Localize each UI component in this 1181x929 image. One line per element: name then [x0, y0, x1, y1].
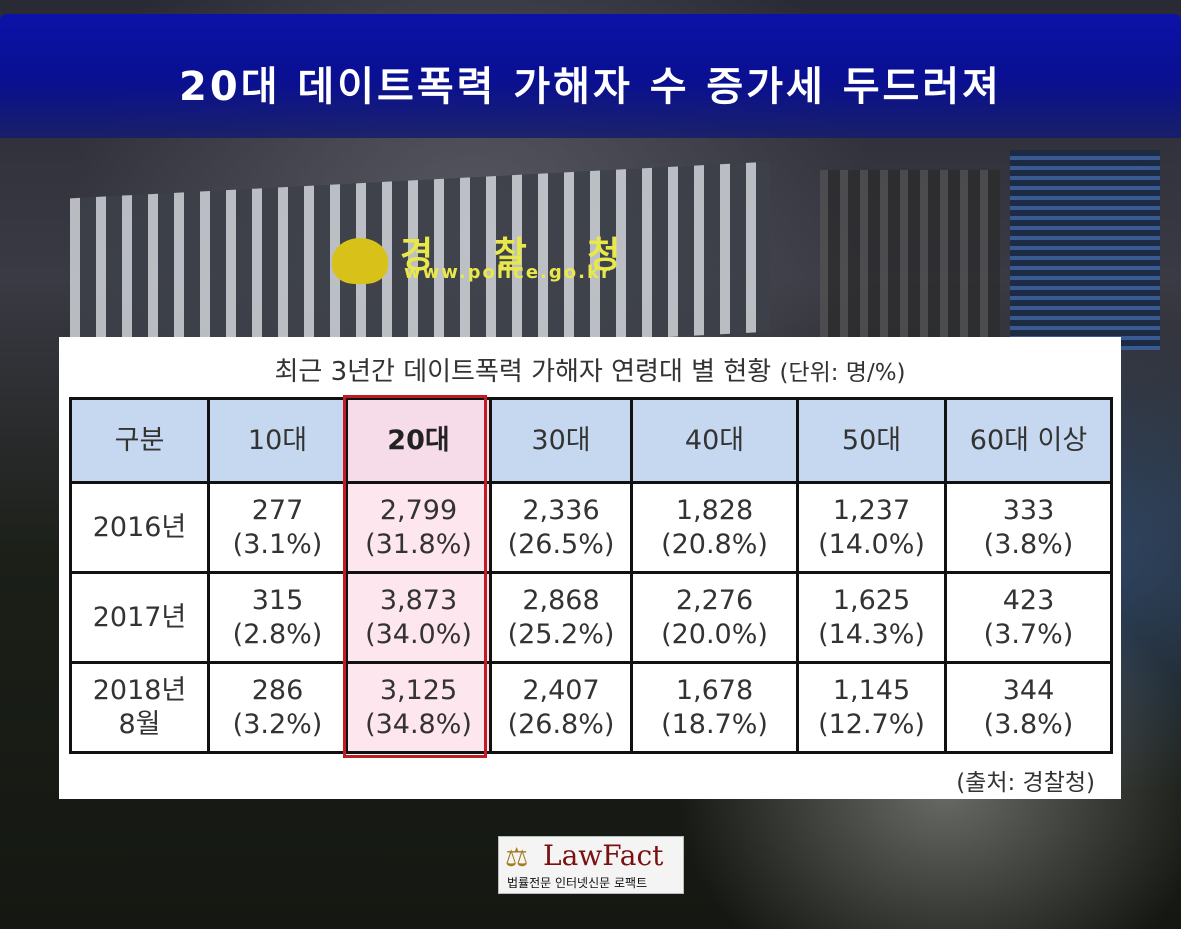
- building-sign-name: 경 찰 청: [400, 235, 645, 276]
- table-cell-highlighted: 3,873 (34.0%): [345, 571, 492, 664]
- cell-percent: (12.7%): [818, 708, 925, 740]
- cell-count: 1,828: [675, 494, 754, 526]
- cell-count: 2,868: [522, 584, 600, 616]
- table-cell-highlighted: 3,125 (34.8%): [345, 661, 492, 754]
- cell-percent: (25.2%): [507, 618, 615, 650]
- cell-count: 286: [251, 674, 304, 706]
- row-label: 2018년 8월: [69, 661, 210, 754]
- row-label: 2017년: [69, 571, 210, 664]
- table-cell: 1,237 (14.0%): [796, 481, 947, 574]
- cell-percent: (14.0%): [818, 528, 925, 560]
- cell-count: 344: [1002, 674, 1055, 706]
- table-cell: 277 (3.1%): [207, 481, 348, 574]
- stats-table: 구분 10대 20대 30대 40대 50대 60대 이상 2016년 277(…: [69, 397, 1113, 754]
- cell-percent: (3.8%): [983, 708, 1074, 740]
- cell-percent: (3.1%): [232, 528, 323, 560]
- title-banner: 20대 데이트폭력 가해자 수 증가세 두드러져: [0, 14, 1181, 138]
- table-row: 2017년 315 (2.8%) 3,873 (34.0%) 2,868 (25.2%…: [69, 571, 1113, 664]
- cell-percent: (26.5%): [507, 528, 615, 560]
- table-cell: 344 (3.8%): [944, 661, 1113, 754]
- table-caption-text: 최근 3년간 데이트폭력 가해자 연령대 별 현황: [274, 357, 772, 387]
- column-header-highlighted: 20대: [345, 397, 492, 484]
- cell-percent: (26.8%): [507, 708, 615, 740]
- cell-count: 333: [1002, 494, 1055, 526]
- police-emblem-icon: [332, 238, 388, 284]
- row-label-month: 8월: [118, 708, 161, 740]
- cell-count: 1,237: [832, 494, 911, 526]
- column-header: 10대: [207, 397, 348, 484]
- cell-percent: (20.0%): [661, 618, 768, 650]
- background-tower: [1010, 150, 1160, 350]
- cell-count: 3,873: [379, 584, 458, 616]
- column-header: 50대: [796, 397, 947, 484]
- cell-percent: (14.3%): [818, 618, 925, 650]
- row-label: 2016년: [69, 481, 210, 574]
- cell-percent: (20.8%): [661, 528, 768, 560]
- column-header: 60대 이상: [944, 397, 1113, 484]
- table-row: 2016년 277 (3.1%) 2,799 (31.8%) 2,336 (26.5%…: [69, 481, 1113, 574]
- cell-count: 277: [251, 494, 304, 526]
- table-panel: 최근 3년간 데이트폭력 가해자 연령대 별 현황 (단위: 명/%) 구분 1…: [59, 337, 1121, 799]
- table-cell: 2,407 (26.8%): [489, 661, 633, 754]
- cell-count: 2,799: [379, 494, 458, 526]
- table-cell: 315 (2.8%): [207, 571, 348, 664]
- cell-percent: (34.8%): [365, 708, 472, 740]
- logo: ⚖ LawFact 법률전문 인터넷신문 로팩트: [498, 836, 684, 894]
- table-unit: (단위: 명/%): [779, 360, 906, 386]
- background-building: [820, 170, 1000, 340]
- table-header-row: 구분 10대 20대 30대 40대 50대 60대 이상: [69, 397, 1113, 484]
- cell-count: 1,145: [832, 674, 911, 706]
- column-header: 40대: [630, 397, 799, 484]
- table-cell: 2,868 (25.2%): [489, 571, 633, 664]
- table-cell-highlighted: 2,799 (31.8%): [345, 481, 492, 574]
- table-cell: 1,678 (18.7%): [630, 661, 799, 754]
- cell-count: 2,407: [522, 674, 600, 706]
- logo-name: LawFact: [543, 839, 664, 872]
- logo-subtitle: 법률전문 인터넷신문 로팩트: [507, 876, 648, 890]
- cell-percent: (31.8%): [365, 528, 472, 560]
- table-cell: 423 (3.7%): [944, 571, 1113, 664]
- scales-icon: ⚖: [505, 843, 529, 873]
- page-title: 20대 데이트폭력 가해자 수 증가세 두드러져: [179, 64, 1002, 110]
- cell-percent: (2.8%): [232, 618, 323, 650]
- table-cell: 2,336 (26.5%): [489, 481, 633, 574]
- cell-count: 2,336: [522, 494, 600, 526]
- column-header: 30대: [489, 397, 633, 484]
- table-cell: 1,828 (20.8%): [630, 481, 799, 574]
- column-header: 구분: [69, 397, 210, 484]
- table-cell: 333 (3.8%): [944, 481, 1113, 574]
- cell-count: 423: [1002, 584, 1055, 616]
- table-cell: 286 (3.2%): [207, 661, 348, 754]
- row-label-year: 2018년: [92, 674, 187, 706]
- cell-count: 1,625: [832, 584, 911, 616]
- cell-percent: (3.2%): [232, 708, 323, 740]
- table-cell: 2,276 (20.0%): [630, 571, 799, 664]
- table-cell: 1,625 (14.3%): [796, 571, 947, 664]
- cell-percent: (3.8%): [983, 528, 1074, 560]
- cell-count: 315: [251, 584, 304, 616]
- table-caption: 최근 3년간 데이트폭력 가해자 연령대 별 현황 (단위: 명/%): [59, 351, 1121, 388]
- table-cell: 1,145 (12.7%): [796, 661, 947, 754]
- cell-percent: (18.7%): [661, 708, 768, 740]
- cell-count: 2,276: [675, 584, 754, 616]
- cell-count: 3,125: [379, 674, 458, 706]
- cell-percent: (3.7%): [983, 618, 1074, 650]
- cell-count: 1,678: [675, 674, 754, 706]
- building-sign-url: www.police.go.kr: [404, 262, 612, 283]
- cell-percent: (34.0%): [365, 618, 472, 650]
- source-note: (출처: 경찰청): [956, 770, 1095, 796]
- table-row: 2018년 8월 286 (3.2%) 3,125 (34.8%) 2,407 (26.…: [69, 661, 1113, 754]
